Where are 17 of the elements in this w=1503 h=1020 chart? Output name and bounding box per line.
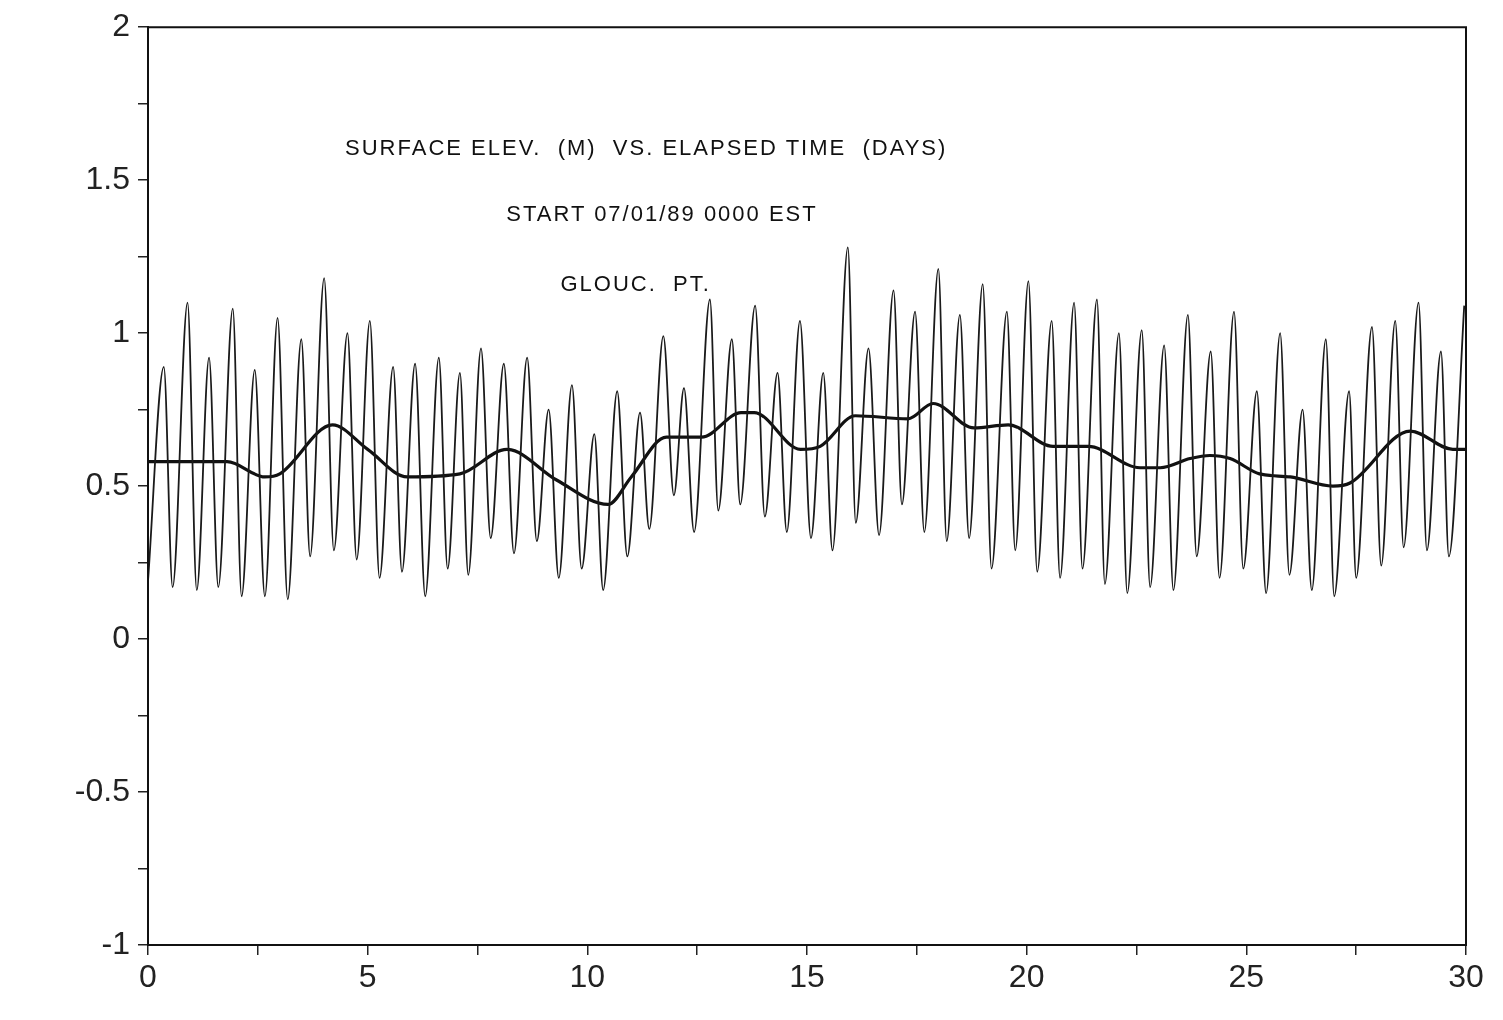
x-tick-label: 20	[1008, 958, 1045, 995]
y-tick-label: 0.5	[85, 465, 130, 502]
y-tick-label: 1.5	[85, 159, 130, 196]
y-tick-label: 1	[112, 312, 130, 349]
x-tick-label: 15	[789, 958, 825, 995]
text: SURFACE ELEV. (M) VS. ELAPSED TIME (DAYS)	[345, 135, 948, 161]
y-tick-label: -0.5	[74, 771, 130, 808]
x-tick-label: 5	[358, 958, 377, 995]
x-tick-label: 25	[1228, 958, 1265, 995]
text: START 07/01/89 0000 EST	[506, 201, 818, 227]
annotation: GLOUC. PT.	[560, 271, 711, 297]
y-tick-label: -1	[101, 924, 130, 961]
x-tick-label: 10	[569, 958, 606, 995]
x-tick-label: 0	[139, 958, 157, 995]
y-tick-label: 2	[112, 7, 130, 44]
y-tick-label: 0	[112, 618, 130, 655]
x-tick-label: 30	[1448, 958, 1484, 995]
